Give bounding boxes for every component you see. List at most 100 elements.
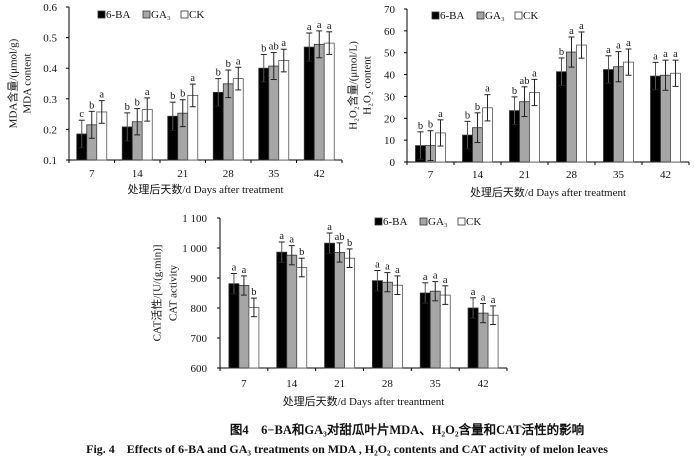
legend-label: 6-BA [383, 216, 408, 228]
bar-ga3 [313, 43, 325, 161]
bar-6-ba [419, 292, 431, 369]
bar-ga3 [286, 254, 298, 369]
bar-ck [296, 267, 308, 369]
significance-letter: a [232, 263, 237, 274]
y-tick-label: 0.6 [43, 2, 57, 14]
significance-letter: a [242, 265, 247, 276]
significance-letter: b [180, 89, 185, 100]
y-tick-label: 70 [384, 4, 396, 16]
y-axis-label-en: H₂O₂ content [362, 56, 374, 115]
x-axis-label: 处理后天数/d Days after treatment [470, 186, 626, 199]
y-tick-label: 1 100 [182, 213, 207, 225]
significance-letter: a [616, 41, 621, 52]
y-tick-label: 600 [191, 363, 208, 375]
x-axis-label: 处理后天数/d Days after treantment [283, 395, 445, 408]
significance-letter: b [125, 102, 130, 113]
significance-letter: a [317, 20, 322, 31]
y-axis-label-en: CAT activity [168, 264, 180, 321]
significance-letter: a [626, 38, 631, 49]
y-tick-label: 0.5 [43, 33, 57, 45]
y-tick-label: 60 [384, 26, 396, 38]
significance-letter: b [418, 121, 423, 132]
significance-letter: a [491, 295, 496, 306]
significance-letter: b [465, 110, 470, 121]
x-axis-label: 处理后天数/d Days after treatment [127, 183, 283, 196]
significance-letter: a [279, 231, 284, 242]
legend-swatch-ck [457, 217, 466, 226]
significance-letter: a [190, 73, 195, 84]
x-tick-label: 21 [334, 378, 345, 390]
figure-caption-chinese: 图4 6−BA和GA₃对甜瓜叶片MDA、H₂O₂含量和CAT活性的影响 [229, 423, 585, 437]
bar-6-ba [228, 283, 240, 369]
bar-ga3 [268, 65, 280, 161]
y-axis-label-cn: CAT活性/[U/(g.min)] [150, 245, 164, 342]
bar-ck [392, 284, 403, 369]
significance-letter: ab [269, 42, 279, 53]
bar-6-ba [276, 251, 288, 369]
x-tick-label: 42 [478, 378, 489, 390]
significance-letter: a [236, 56, 241, 67]
bar-ck [576, 44, 587, 163]
x-tick-label: 35 [268, 168, 280, 180]
legend-label: GA₃ [485, 10, 505, 22]
significance-letter: a [327, 222, 332, 233]
x-tick-label: 21 [519, 169, 530, 181]
x-tick-label: 28 [223, 168, 235, 180]
significance-letter: a [99, 90, 104, 101]
significance-letter: a [569, 26, 574, 37]
significance-letter: ab [335, 232, 345, 243]
significance-letter: a [145, 87, 150, 98]
y-axis-label-cn: H₂O₂含量/(μmol/L) [347, 41, 360, 130]
significance-letter: a [653, 51, 658, 62]
bar-6-ba [372, 280, 383, 369]
legend-swatch-6-ba [431, 11, 440, 20]
bar-ga3 [382, 281, 393, 369]
significance-letter: b [559, 47, 564, 58]
legend: 6-BA GA₃ CK [431, 10, 538, 22]
significance-letter: a [307, 22, 312, 33]
y-tick-label: 800 [191, 303, 208, 315]
significance-letter: a [289, 235, 294, 246]
legend-label: CK [523, 10, 538, 22]
significance-letter: a [385, 262, 390, 273]
bar-ck [323, 42, 335, 161]
mda-chart: 0.1 0.2 0.3 0.4 0.5 0.6 7 14 21 28 35 42 处理后天数/d Day… [6, 2, 343, 196]
significance-letter: a [438, 109, 443, 120]
significance-letter: a [606, 45, 611, 56]
significance-letter: a [481, 293, 486, 304]
x-tick-label: 14 [472, 169, 484, 181]
y-tick-label: 0.2 [43, 124, 57, 136]
y-tick-label: 0.4 [43, 63, 57, 75]
significance-letter: b [475, 102, 480, 113]
significance-letter: b [216, 68, 221, 79]
significance-letter: a [673, 49, 678, 60]
x-tick-label: 28 [566, 169, 578, 181]
y-axis-label-en: MDA content [22, 53, 34, 113]
x-tick-label: 14 [132, 168, 144, 180]
legend-label: CK [466, 216, 481, 228]
legend: 6-BA GA₃ CK [97, 9, 204, 21]
x-tick-label: 7 [241, 378, 247, 390]
x-tick-label: 21 [177, 168, 188, 180]
bar-ck [344, 257, 355, 369]
significance-letter: b [347, 238, 352, 249]
bar-ga3 [566, 51, 577, 163]
legend-swatch-ck [180, 10, 189, 19]
x-tick-label: 35 [613, 169, 625, 181]
significance-letter: b [135, 98, 140, 109]
legend-label: 6-BA [440, 10, 465, 22]
significance-letter: a [281, 38, 286, 49]
significance-letter: b [89, 100, 94, 111]
significance-letter: a [433, 271, 438, 282]
significance-letter: a [663, 49, 668, 60]
bar-ck [232, 78, 244, 161]
bar-ck [439, 294, 451, 369]
y-tick-label: 40 [384, 70, 396, 82]
significance-letter: c [79, 109, 84, 120]
significance-letter: b [299, 247, 304, 258]
significance-letter: a [532, 68, 537, 79]
y-tick-label: 1 000 [182, 243, 207, 255]
y-tick-label: 0.1 [43, 155, 57, 167]
bar-ga3 [429, 290, 441, 369]
bar-ck [278, 60, 290, 161]
